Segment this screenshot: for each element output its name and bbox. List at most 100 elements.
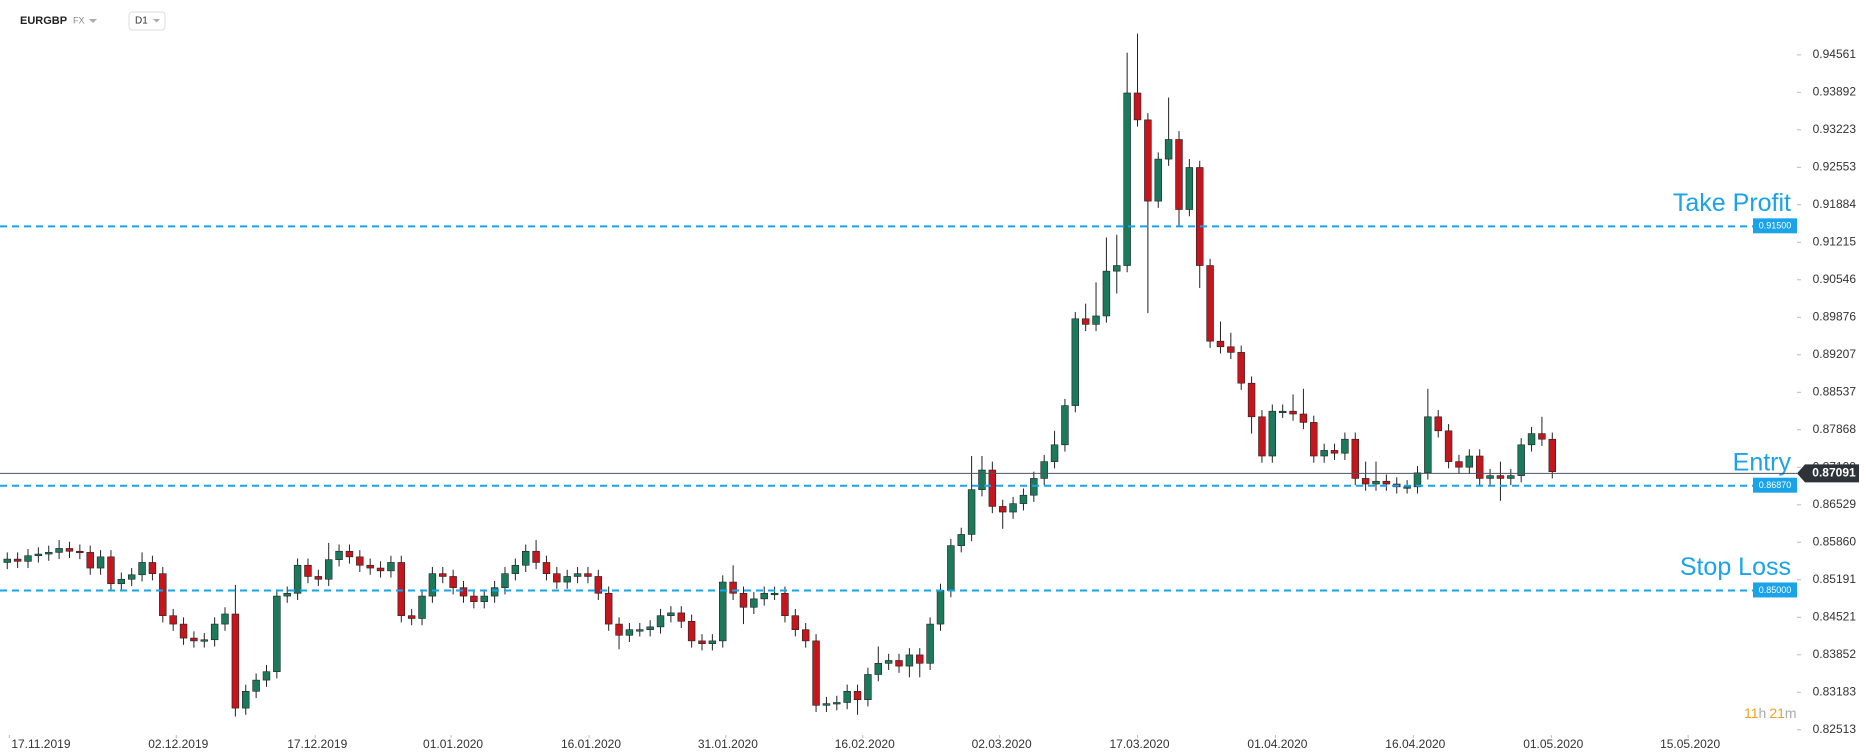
x-tick-label: 02.03.2020 <box>972 737 1032 751</box>
candle-body <box>874 662 883 675</box>
candle-body <box>532 550 540 563</box>
candle-body <box>407 615 416 619</box>
candle-body <box>926 623 934 664</box>
candle-body <box>1351 438 1359 479</box>
y-tick-label: 0.93892 <box>1813 84 1857 98</box>
candle-body <box>1413 472 1422 488</box>
candle-body <box>449 576 457 588</box>
candle-body <box>1237 352 1245 384</box>
candle-body <box>708 640 717 644</box>
candle-body <box>1444 430 1453 462</box>
candle-body <box>1341 438 1349 454</box>
interval-button[interactable] <box>128 11 166 31</box>
candle-body <box>45 552 53 555</box>
candle-body <box>262 671 271 681</box>
candle-body <box>138 562 146 576</box>
candle-body <box>542 562 551 574</box>
candle-body <box>646 626 654 630</box>
candle-body <box>293 564 302 594</box>
candle-body <box>604 592 613 625</box>
symbol[interactable]: EURGBP <box>20 15 67 27</box>
candle-body <box>998 506 1007 513</box>
candle-body <box>625 629 634 636</box>
candle-body <box>1455 461 1463 468</box>
candle-body <box>677 612 685 622</box>
y-tick-label: 0.94561 <box>1813 47 1857 61</box>
level-tag-label: 0.91500 <box>1759 221 1792 231</box>
candle-body <box>1527 433 1536 446</box>
candle-body <box>667 612 675 616</box>
y-tick-label: 0.87868 <box>1813 422 1857 436</box>
candle-body <box>65 548 74 552</box>
candle-body <box>1040 461 1048 479</box>
candle-body <box>905 654 914 667</box>
candle-body <box>148 562 157 574</box>
candle-body <box>729 581 737 594</box>
candle-body <box>1434 416 1442 432</box>
candle-body <box>3 558 11 563</box>
candle-body <box>1227 346 1235 353</box>
candle-body <box>853 691 862 701</box>
candle-body <box>739 592 748 608</box>
candle-body <box>242 691 250 709</box>
timer: 11h 21m <box>1744 705 1797 721</box>
x-tick-label: 16.04.2020 <box>1385 737 1445 751</box>
y-tick-label: 0.88537 <box>1813 384 1857 398</box>
candle-body <box>324 559 333 580</box>
candle-body <box>615 623 623 636</box>
candle-body <box>1517 444 1525 476</box>
candle-body <box>13 558 22 562</box>
candle-body <box>978 469 986 490</box>
y-tick-label: 0.91215 <box>1813 234 1857 248</box>
candle-body <box>770 592 779 596</box>
x-tick-label: 15.05.2020 <box>1660 737 1720 751</box>
candle-body <box>1030 478 1038 496</box>
candle-body <box>1206 265 1214 342</box>
dropdown-arrow[interactable] <box>153 19 160 23</box>
candle-body <box>1113 265 1121 272</box>
candle-body <box>480 595 488 602</box>
candle-body <box>1175 139 1183 210</box>
level-tag-label: 0.86870 <box>1759 480 1792 490</box>
candle-body <box>1144 119 1152 202</box>
candle-body <box>252 679 260 692</box>
x-tick-label: 31.01.2020 <box>698 737 758 751</box>
candle-body <box>345 550 354 558</box>
candle-body <box>1019 494 1028 504</box>
candle-body <box>1372 480 1380 485</box>
candle-body <box>1330 450 1339 454</box>
candle-body <box>210 623 219 641</box>
candle-body <box>418 595 426 619</box>
candle-body <box>584 573 592 577</box>
candle-body <box>573 573 582 577</box>
level-name: Stop Loss <box>1680 553 1791 581</box>
candle-body <box>864 674 872 701</box>
candle-body <box>24 555 32 562</box>
candle-body <box>1196 167 1204 266</box>
candle-body <box>34 553 43 557</box>
y-tick-label: 0.83852 <box>1813 647 1857 661</box>
candle-body <box>1009 503 1017 513</box>
candle-body <box>698 640 706 644</box>
dropdown-arrow[interactable] <box>89 19 97 23</box>
candle-body <box>967 489 976 535</box>
candle-body <box>822 703 831 706</box>
candle-body <box>273 595 281 672</box>
candle-body <box>1102 270 1111 317</box>
candle-body <box>179 623 188 639</box>
candle-body <box>221 613 229 625</box>
candle-body <box>1475 455 1484 479</box>
y-tick-label: 0.85860 <box>1813 534 1857 548</box>
candle-body <box>439 573 447 577</box>
candle-body <box>812 640 820 706</box>
candle-body <box>791 615 800 630</box>
candle-body <box>1465 455 1474 468</box>
candle-body <box>1061 405 1069 446</box>
x-tick-label: 16.02.2020 <box>835 737 895 751</box>
candle-body <box>490 587 499 597</box>
current-price-tag <box>1797 464 1859 483</box>
candle-body <box>159 573 167 616</box>
candle-body <box>1310 422 1318 457</box>
candle-body <box>895 660 903 667</box>
